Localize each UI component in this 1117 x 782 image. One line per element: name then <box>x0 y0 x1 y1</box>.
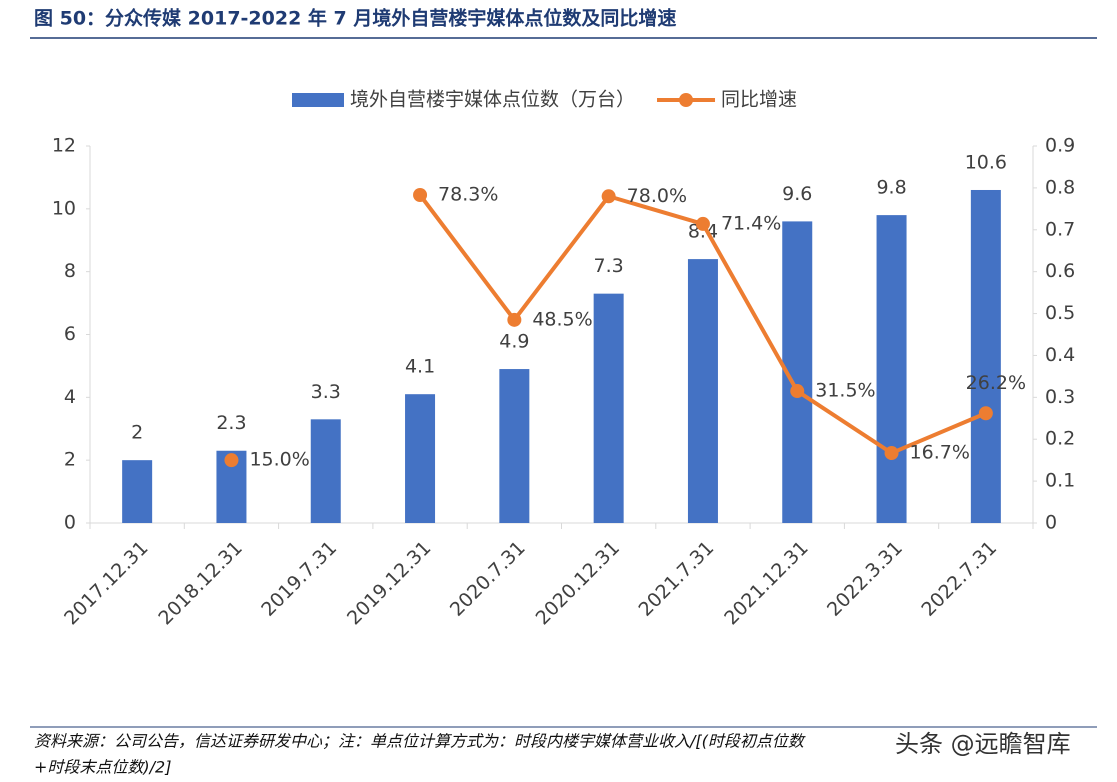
legend-swatch <box>292 93 344 107</box>
y-tick-label: 8 <box>64 260 76 282</box>
line-value-label: 71.4% <box>721 212 781 234</box>
x-tick-label: 2022.7.31 <box>917 537 1001 621</box>
y-tick-label: 2 <box>64 449 76 471</box>
y2-tick-label: 0.7 <box>1045 218 1075 240</box>
bar <box>405 394 436 523</box>
bar-value-label: 9.6 <box>782 183 812 205</box>
legend-swatch <box>679 93 694 107</box>
line-point <box>413 188 428 203</box>
bar-value-label: 4.1 <box>405 356 435 378</box>
source-line: +时段末点位数)/2] <box>34 758 171 777</box>
line-point <box>978 406 993 421</box>
x-tick-label: 2021.7.31 <box>634 537 718 621</box>
line-point <box>884 446 899 461</box>
x-tick-label: 2019.7.31 <box>257 537 341 621</box>
x-tick-label: 2017.12.31 <box>60 537 152 629</box>
source-line: 资料来源：公司公告，信达证券研发中心；注：单点位计算方式为：时段内楼宇媒体营业收… <box>34 732 806 751</box>
line-value-label: 78.0% <box>627 185 687 207</box>
chart-title: 图 50：分众传媒 2017-2022 年 7 月境外自营楼宇媒体点位数及同比增… <box>34 7 676 30</box>
legend-label: 境外自营楼宇媒体点位数（万台） <box>350 89 635 111</box>
x-tick-label: 2021.12.31 <box>720 537 812 629</box>
y-tick-label: 6 <box>64 323 76 345</box>
y2-tick-label: 0.1 <box>1045 470 1075 492</box>
bar-value-label: 2 <box>131 422 143 444</box>
bar <box>876 215 907 523</box>
y-tick-label: 10 <box>52 197 76 219</box>
bar <box>310 419 341 523</box>
x-tick-label: 2020.7.31 <box>446 537 530 621</box>
y2-tick-label: 0.9 <box>1045 135 1075 157</box>
bar-value-label: 4.9 <box>499 331 529 353</box>
y2-tick-label: 0.4 <box>1045 344 1075 366</box>
bar-value-label: 7.3 <box>594 255 624 277</box>
line-point <box>790 384 805 399</box>
line-point <box>695 216 710 231</box>
legend-label: 同比增速 <box>721 89 797 111</box>
bar-value-label: 10.6 <box>965 151 1007 173</box>
bar <box>687 259 718 523</box>
y2-tick-label: 0.2 <box>1045 428 1075 450</box>
y-tick-label: 12 <box>52 135 76 157</box>
line-value-label: 26.2% <box>966 372 1026 394</box>
x-tick-label: 2020.12.31 <box>532 537 624 629</box>
bar-value-label: 9.8 <box>876 177 906 199</box>
x-tick-label: 2022.3.31 <box>823 537 907 621</box>
y2-tick-label: 0.3 <box>1045 386 1075 408</box>
y2-tick-label: 0 <box>1045 512 1057 534</box>
x-tick-label: 2018.12.31 <box>154 537 246 629</box>
y2-tick-label: 0.8 <box>1045 176 1075 198</box>
line-value-label: 78.3% <box>438 184 498 206</box>
watermark: 头条 @远瞻智库 <box>895 730 1071 758</box>
bar <box>122 460 153 523</box>
y-tick-label: 0 <box>64 512 76 534</box>
line-point <box>507 312 522 327</box>
line-value-label: 48.5% <box>532 308 592 330</box>
bar <box>499 369 530 523</box>
bar <box>593 293 624 523</box>
bar-value-label: 2.3 <box>216 412 246 434</box>
line-value-label: 31.5% <box>815 380 875 402</box>
line-point <box>601 189 616 204</box>
bar <box>970 189 1001 523</box>
line-value-label: 16.7% <box>910 442 970 464</box>
x-tick-label: 2019.12.31 <box>343 537 435 629</box>
line-value-label: 15.0% <box>249 449 309 471</box>
line-point <box>224 453 239 468</box>
y2-tick-label: 0.5 <box>1045 302 1075 324</box>
bar-value-label: 3.3 <box>311 381 341 403</box>
y2-tick-label: 0.6 <box>1045 260 1075 282</box>
y-tick-label: 4 <box>64 386 76 408</box>
